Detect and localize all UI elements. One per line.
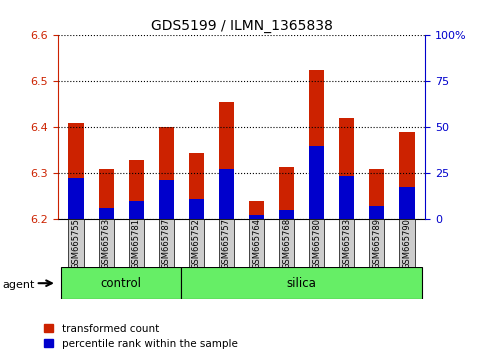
- Bar: [99, 169, 114, 219]
- Bar: [69, 123, 84, 219]
- Bar: [99, 219, 114, 267]
- Bar: [61, 267, 181, 299]
- Bar: [189, 199, 204, 219]
- Bar: [69, 178, 84, 219]
- Bar: [369, 169, 384, 219]
- Text: GSM665755: GSM665755: [71, 218, 81, 269]
- Bar: [309, 70, 324, 219]
- Bar: [339, 176, 355, 219]
- Text: GSM665764: GSM665764: [252, 218, 261, 269]
- Text: control: control: [100, 277, 142, 290]
- Text: GSM665752: GSM665752: [192, 218, 201, 269]
- Bar: [399, 132, 414, 219]
- Bar: [339, 118, 355, 219]
- Bar: [249, 201, 264, 219]
- Text: GSM665763: GSM665763: [101, 218, 111, 269]
- Text: GSM665768: GSM665768: [282, 218, 291, 269]
- Bar: [128, 219, 144, 267]
- Text: GSM665780: GSM665780: [312, 218, 321, 269]
- Bar: [159, 180, 174, 219]
- Bar: [309, 146, 324, 219]
- Bar: [189, 219, 204, 267]
- Bar: [219, 102, 234, 219]
- Bar: [339, 219, 355, 267]
- Legend: transformed count, percentile rank within the sample: transformed count, percentile rank withi…: [44, 324, 238, 349]
- Bar: [249, 215, 264, 219]
- Bar: [181, 267, 422, 299]
- Bar: [369, 219, 384, 267]
- Bar: [399, 187, 414, 219]
- Bar: [249, 219, 264, 267]
- Bar: [159, 219, 174, 267]
- Bar: [128, 160, 144, 219]
- Bar: [219, 169, 234, 219]
- Bar: [369, 206, 384, 219]
- Bar: [159, 127, 174, 219]
- Bar: [279, 219, 294, 267]
- Bar: [99, 208, 114, 219]
- Text: GSM665789: GSM665789: [372, 218, 382, 269]
- Bar: [219, 219, 234, 267]
- Text: agent: agent: [2, 280, 35, 290]
- Text: GDS5199 / ILMN_1365838: GDS5199 / ILMN_1365838: [151, 19, 332, 34]
- Text: GSM665757: GSM665757: [222, 218, 231, 269]
- Bar: [128, 201, 144, 219]
- Bar: [69, 219, 84, 267]
- Text: GSM665787: GSM665787: [162, 218, 171, 269]
- Bar: [279, 166, 294, 219]
- Text: GSM665781: GSM665781: [132, 218, 141, 269]
- Bar: [399, 219, 414, 267]
- Text: GSM665790: GSM665790: [402, 218, 412, 269]
- Bar: [189, 153, 204, 219]
- Text: silica: silica: [287, 277, 317, 290]
- Bar: [309, 219, 324, 267]
- Text: GSM665783: GSM665783: [342, 218, 351, 269]
- Bar: [279, 210, 294, 219]
